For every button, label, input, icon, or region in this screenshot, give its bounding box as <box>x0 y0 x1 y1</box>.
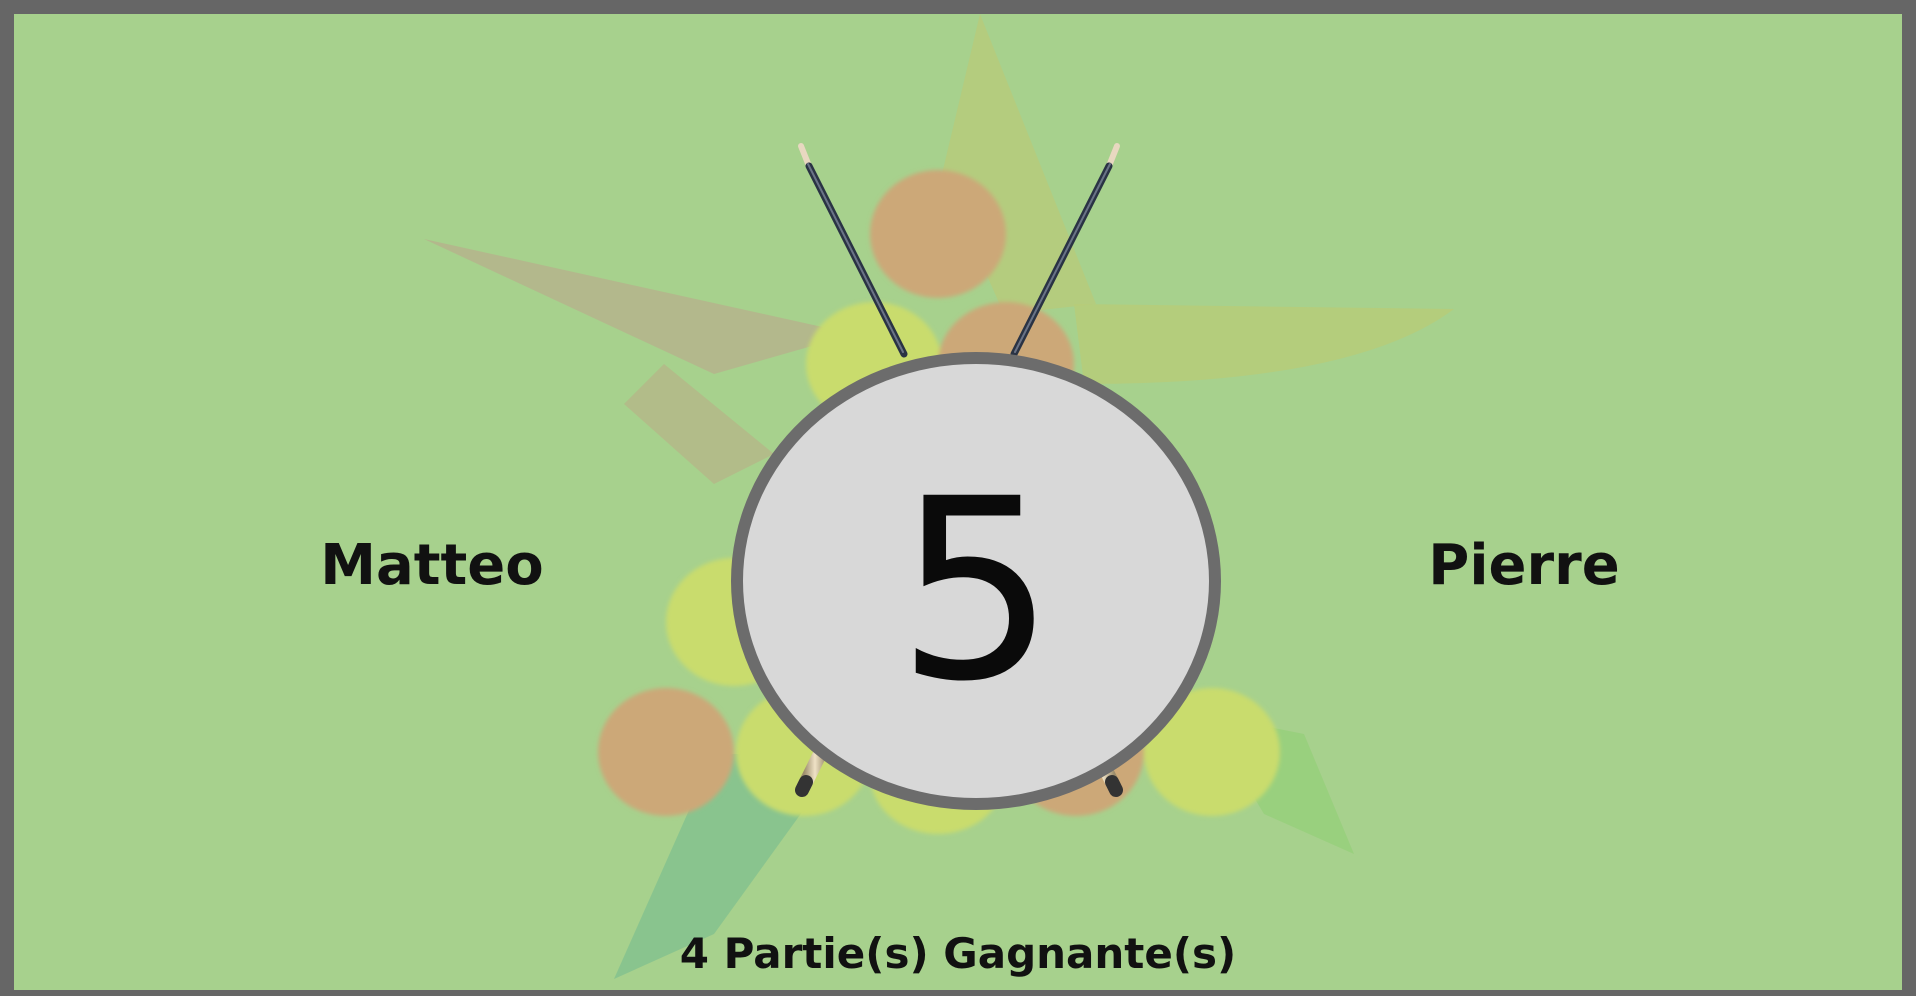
star-arm-left <box>424 239 854 374</box>
ball <box>598 688 734 816</box>
score-value: 5 <box>896 445 1056 736</box>
player-left-name: Matteo <box>320 533 544 598</box>
ball <box>870 170 1006 298</box>
ball <box>1144 688 1280 816</box>
score-counter[interactable]: 5 <box>731 352 1221 810</box>
scoreboard-screen: Matteo Pierre <box>14 14 1902 990</box>
winning-games-caption: 4 Partie(s) Gagnante(s) <box>679 929 1237 978</box>
star-arm-left-lower <box>624 364 774 484</box>
star-arm-right <box>1074 304 1454 384</box>
player-right-name: Pierre <box>1428 533 1620 598</box>
